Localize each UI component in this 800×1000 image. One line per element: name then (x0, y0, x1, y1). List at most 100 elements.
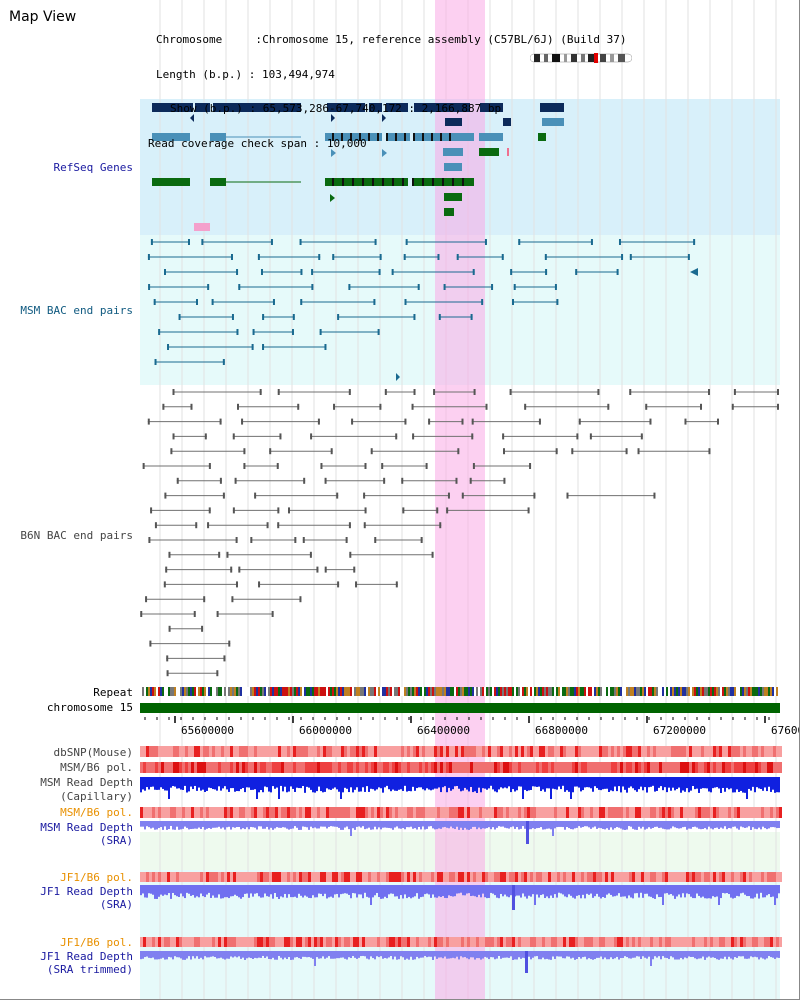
depth-bar (346, 821, 348, 827)
depth-bar (762, 885, 764, 898)
depth-bar (740, 885, 742, 894)
repeat-block (248, 687, 250, 696)
heat-cell (533, 872, 536, 882)
heat-cell (140, 872, 143, 882)
bac-end (254, 492, 257, 499)
track-label-jf1-b6-pol-2[interactable]: JF1/B6 pol. (60, 936, 133, 949)
heat-cell (446, 937, 449, 947)
bac-end (149, 640, 152, 647)
depth-bar (726, 777, 728, 788)
track-label-msm-b6-pol[interactable]: MSM/B6 pol. (60, 761, 133, 774)
heat-cell (698, 807, 701, 818)
heat-cell (659, 807, 662, 818)
depth-bar (176, 777, 178, 789)
repeat-block (626, 687, 628, 696)
heat-cell (758, 807, 761, 818)
heat-cell (383, 937, 386, 947)
depth-bar (336, 885, 338, 894)
depth-bar (260, 777, 262, 791)
depth-bar (538, 951, 540, 960)
heat-cell (155, 807, 158, 818)
bac-end (231, 314, 234, 320)
bac-end (162, 403, 165, 410)
heat-cell (200, 746, 203, 757)
track-label-repeat[interactable]: Repeat (93, 686, 133, 699)
depth-bar (694, 821, 696, 827)
heat-cell (638, 872, 641, 882)
heat-cell (296, 807, 299, 818)
depth-bar (650, 951, 652, 966)
heat-cell (194, 872, 197, 882)
track-label-refseq[interactable]: RefSeq Genes (53, 161, 133, 174)
depth-bar (204, 885, 206, 898)
heat-cell (569, 872, 572, 882)
track-label-jf1-depth[interactable]: JF1 Read Depth (40, 885, 133, 898)
heat-cell (593, 872, 596, 882)
heat-cell (533, 937, 536, 947)
track-label-jf1-trimmed[interactable]: JF1 Read Depth (40, 950, 133, 963)
depth-bar (598, 885, 600, 897)
heat-cell (176, 746, 179, 757)
track-label-msm-depth-sra[interactable]: MSM Read Depth (40, 821, 133, 834)
gene-exon-mark (352, 178, 354, 186)
heat-cell (206, 872, 209, 882)
depth-bar (572, 821, 574, 830)
heat-cell (170, 872, 173, 882)
heat-cell (668, 807, 671, 818)
heat-cell (467, 762, 470, 773)
bac-end (226, 551, 229, 558)
heat-cell (323, 762, 326, 773)
heat-cell (272, 872, 275, 882)
bac-end (243, 463, 246, 469)
repeat-block (436, 687, 438, 696)
repeat-block (338, 687, 340, 696)
depth-bar (770, 777, 772, 792)
track-label-msm-bac[interactable]: MSM BAC end pairs (20, 304, 133, 317)
bac-end (262, 344, 265, 350)
heat-cell (737, 746, 740, 757)
depth-bar (552, 821, 554, 836)
depth-bar (746, 885, 748, 897)
depth-bar (640, 885, 642, 893)
heat-cell (611, 807, 614, 818)
repeat-block (454, 687, 456, 696)
heat-cell (365, 872, 368, 882)
repeat-block (702, 687, 704, 696)
depth-bar (224, 885, 226, 898)
heat-cell (422, 807, 425, 818)
heat-cell (374, 872, 377, 882)
track-label-msm-depth-capillary[interactable]: MSM Read Depth (40, 776, 133, 789)
bac-end (404, 299, 407, 305)
track-label-dbsnp[interactable]: dbSNP(Mouse) (53, 746, 133, 759)
heat-cell (674, 746, 677, 757)
bac-end (163, 581, 166, 588)
repeat-block (260, 687, 262, 696)
depth-bar (630, 821, 632, 827)
chromosome-ideogram[interactable] (530, 53, 632, 63)
depth-bar (206, 821, 208, 829)
track-label-b6n-bac[interactable]: B6N BAC end pairs (20, 529, 133, 542)
depth-bar (154, 885, 156, 899)
heat-cell (332, 807, 335, 818)
bac-end (439, 522, 442, 529)
heat-cell (629, 937, 632, 947)
heat-cell (182, 762, 185, 773)
depth-bar (642, 951, 644, 957)
heat-cell (611, 937, 614, 947)
heat-cell (194, 937, 197, 947)
heat-cell (248, 762, 251, 773)
depth-bar (460, 951, 462, 957)
depth-bar (194, 885, 196, 898)
heat-cell (452, 746, 455, 757)
bac-end (148, 537, 151, 543)
track-label-msm-b6-pol-sra[interactable]: MSM/B6 pol. (60, 806, 133, 819)
depth-bar (146, 821, 148, 827)
track-label-jf1-b6-pol[interactable]: JF1/B6 pol. (60, 871, 133, 884)
heat-cell (665, 807, 668, 818)
depth-bar (222, 885, 224, 899)
heat-cell (221, 746, 224, 757)
depth-bar (528, 951, 530, 957)
chromosome-bar (140, 703, 780, 713)
depth-bar (532, 885, 534, 895)
depth-bar (386, 777, 388, 786)
